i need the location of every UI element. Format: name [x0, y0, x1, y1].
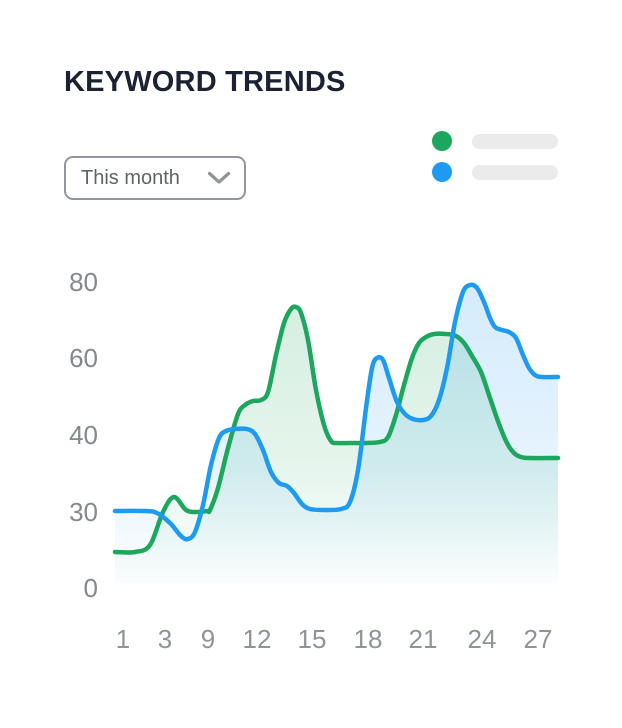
x-axis-tick-label: 27 [523, 624, 553, 654]
legend-label-placeholder [472, 133, 558, 149]
legend-label-placeholder [472, 164, 558, 180]
legend-dot-icon [432, 131, 452, 151]
chart-legend [432, 131, 558, 193]
legend-dot-icon [432, 162, 452, 182]
x-axis-tick-label: 15 [297, 624, 327, 654]
keyword-trend-blue-line [112, 282, 561, 542]
x-axis-tick-label: 12 [242, 624, 272, 654]
keyword-trend-blue-area [115, 284, 558, 583]
y-axis-tick-label: 60 [69, 343, 98, 373]
x-axis-tick-label: 21 [408, 624, 438, 654]
keyword-trend-green-line [112, 304, 561, 555]
x-axis-tick-label: 9 [200, 624, 216, 654]
legend-item-series-green [432, 131, 558, 151]
x-axis-tick-label: 3 [157, 624, 173, 654]
x-axis-tick-label: 18 [353, 624, 383, 654]
chevron-down-icon [207, 171, 231, 184]
period-dropdown-value: This month [81, 166, 180, 189]
chart-canvas [112, 282, 561, 583]
y-axis-tick-label: 0 [83, 573, 98, 603]
y-axis-tick-label: 30 [69, 497, 98, 527]
x-axis-tick-label: 1 [115, 624, 131, 654]
y-axis-tick-label: 80 [69, 267, 98, 297]
page-title: KEYWORD TRENDS [64, 66, 346, 98]
period-dropdown[interactable]: This month [64, 156, 246, 200]
legend-item-series-blue [432, 162, 558, 182]
y-axis-tick-label: 40 [69, 420, 98, 450]
x-axis-tick-label: 24 [467, 624, 497, 654]
